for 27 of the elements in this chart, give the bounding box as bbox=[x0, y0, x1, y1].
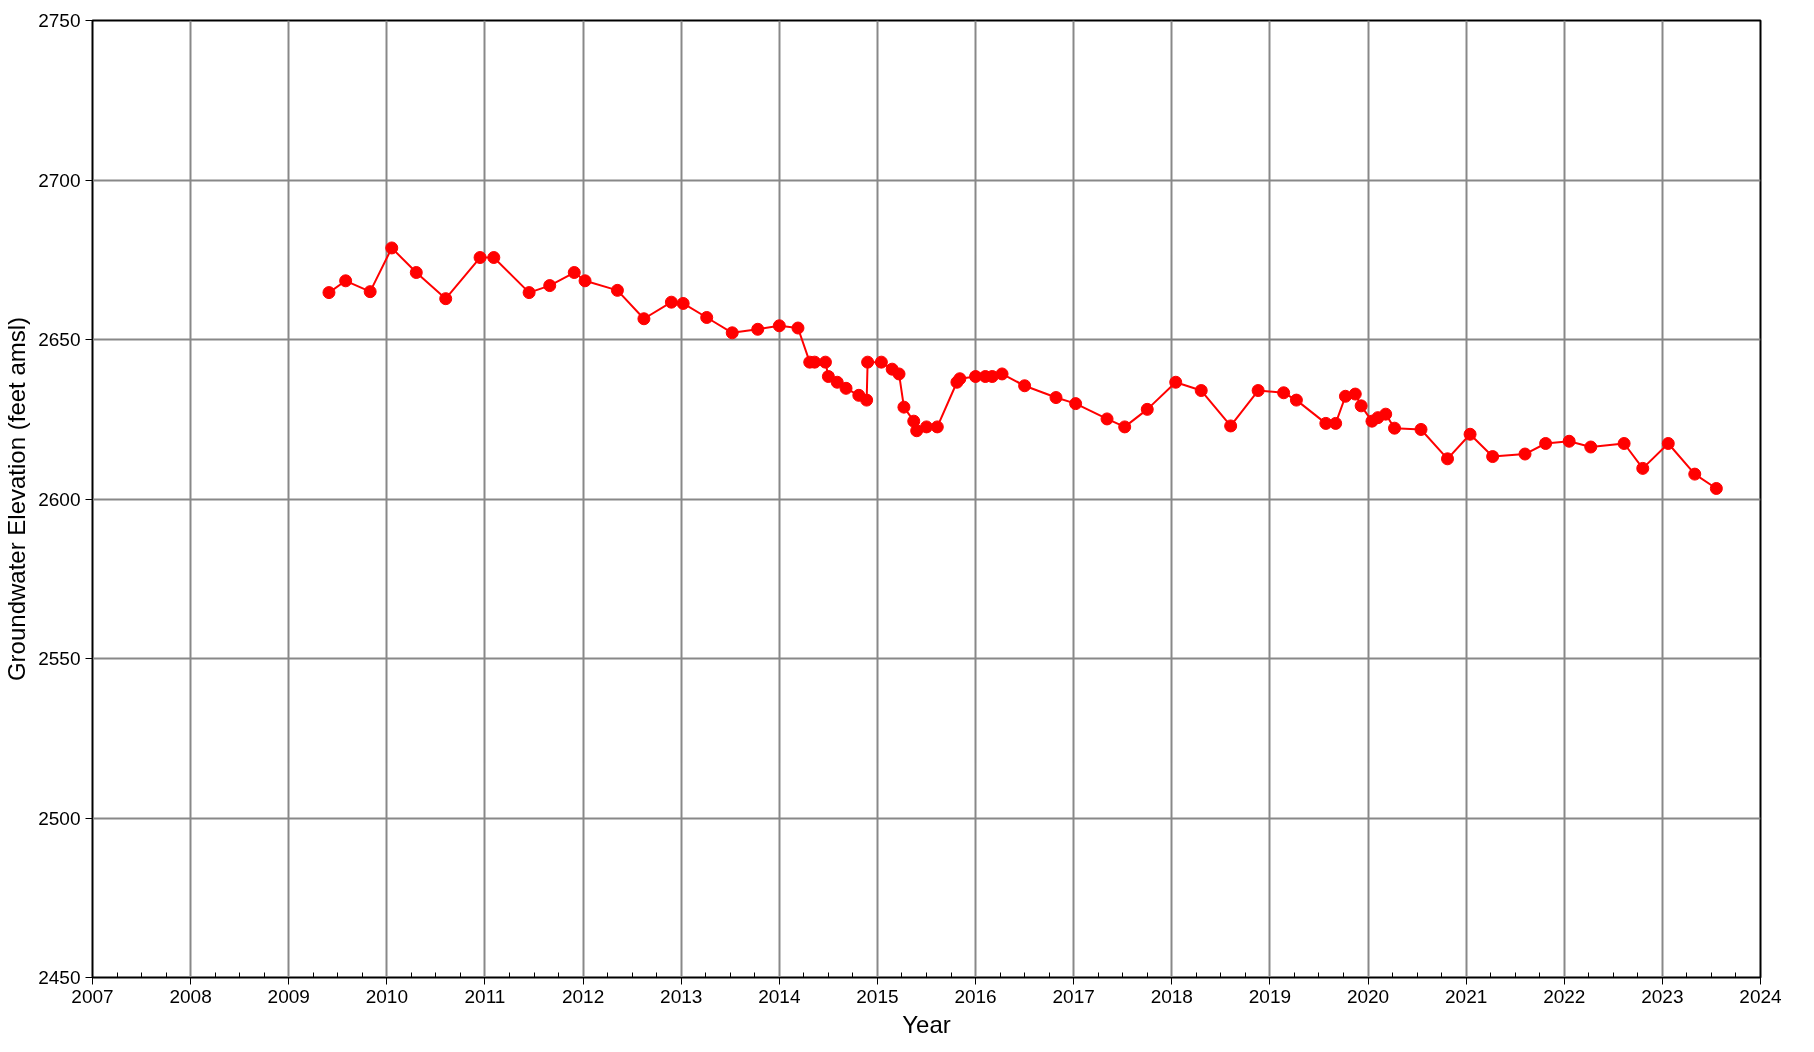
x-tick-label: 2024 bbox=[1739, 985, 1783, 1007]
x-tick-label: 2014 bbox=[758, 985, 801, 1007]
y-axis-title: Groundwater Elevation (feet amsl) bbox=[3, 316, 31, 682]
x-tick-label: 2023 bbox=[1641, 985, 1684, 1007]
y-tick-label: 2550 bbox=[38, 648, 81, 669]
x-tick-label: 2021 bbox=[1445, 985, 1488, 1007]
x-tick-label: 2015 bbox=[856, 985, 899, 1007]
y-tick-label: 2600 bbox=[38, 488, 81, 510]
x-tick-label: 2008 bbox=[169, 985, 212, 1007]
x-tick-label: 2018 bbox=[1150, 985, 1193, 1007]
x-tick-label: 2019 bbox=[1248, 985, 1292, 1007]
x-tick-label: 2012 bbox=[561, 985, 605, 1007]
x-tick-label: 2010 bbox=[365, 985, 408, 1007]
x-tick-label: 2013 bbox=[660, 985, 703, 1007]
x-tick-label: 2017 bbox=[1052, 985, 1095, 1007]
x-tick-label: 2011 bbox=[464, 985, 506, 1007]
x-tick-label: 2009 bbox=[267, 985, 310, 1007]
y-tick-label: 2650 bbox=[38, 329, 81, 350]
y-tick-label: 2450 bbox=[38, 967, 81, 988]
y-tick-label: 2750 bbox=[38, 10, 81, 31]
x-tick-label: 2020 bbox=[1346, 985, 1390, 1007]
x-axis-title: Year bbox=[902, 1010, 951, 1038]
x-tick-label: 2022 bbox=[1543, 985, 1586, 1007]
x-tick-label: 2016 bbox=[954, 985, 997, 1007]
x-tick-label: 2007 bbox=[71, 985, 114, 1007]
y-tick-label: 2500 bbox=[38, 807, 81, 829]
y-tick-label: 2700 bbox=[38, 169, 81, 191]
